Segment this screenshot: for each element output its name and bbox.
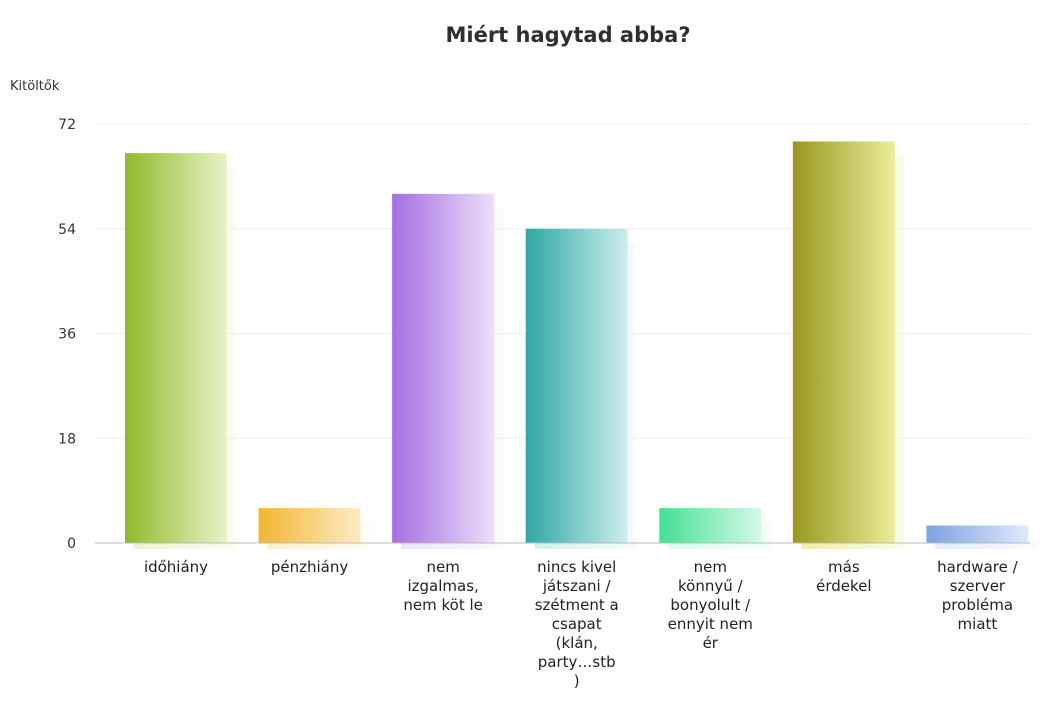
x-category-label-line: ): [574, 672, 580, 690]
x-category-label: nem könnyű / bonyolult / ennyit nem ér: [668, 558, 753, 652]
x-category-label-line: miatt: [958, 615, 998, 633]
x-category-label-line: pénzhiány: [271, 558, 349, 576]
bars: [125, 141, 1038, 550]
x-category-label-line: izgalmas,: [407, 577, 478, 595]
y-axis-ticks: 0 18 36 54 72: [58, 117, 76, 552]
x-axis-labels: időhiány pénzhiány nem izgalmas, nem köt len…: [144, 558, 1019, 690]
x-category-label-line: érdekel: [816, 577, 871, 595]
y-tick-label: 36: [58, 327, 76, 343]
y-tick-label: 54: [58, 222, 76, 238]
bar-4[interactable]: [525, 228, 628, 543]
x-category-label-line: nincs kivel: [537, 558, 616, 576]
bar-5[interactable]: [659, 508, 762, 543]
x-category-label: pénzhiány: [271, 558, 349, 576]
x-category-label-line: szétment a: [535, 596, 619, 614]
x-category-label: időhiány: [144, 558, 208, 576]
y-tick-label: 72: [58, 117, 76, 133]
x-category-label-line: játszani /: [542, 577, 612, 595]
x-category-label-line: nem: [694, 558, 727, 576]
x-category-label-line: szerver: [950, 577, 1006, 595]
bar-3[interactable]: [392, 193, 495, 544]
bar-2[interactable]: [258, 508, 361, 543]
x-category-label-line: nem: [426, 558, 459, 576]
x-category-label-line: más: [828, 558, 860, 576]
x-category-label-line: ennyit nem: [668, 615, 753, 633]
x-category-label: nem izgalmas, nem köt le: [403, 558, 483, 614]
chart-title: Miért hagytad abba?: [445, 23, 690, 47]
bar-6[interactable]: [792, 141, 895, 544]
x-category-label: más érdekel: [816, 558, 871, 595]
x-category-label-line: probléma: [942, 596, 1013, 614]
y-axis-label: Kitöltők: [10, 79, 60, 94]
y-tick-label: 18: [58, 431, 76, 447]
x-category-label-line: ér: [703, 634, 719, 652]
x-category-label-line: csapat: [552, 615, 602, 633]
x-category-label-line: időhiány: [144, 558, 208, 576]
x-category-label-line: (klán,: [556, 634, 598, 652]
x-category-label-line: bonyolult /: [670, 596, 751, 614]
x-category-label-line: party…stb: [538, 653, 616, 671]
x-category-label-line: hardware /: [937, 558, 1018, 576]
x-category-label-line: nem köt le: [403, 596, 483, 614]
x-category-label-line: könnyű /: [678, 577, 743, 595]
x-category-label: nincs kivel játszani / szétment a csapat (kl…: [535, 558, 619, 690]
x-category-label: hardware / szerver probléma miatt: [937, 558, 1018, 633]
bar-shadow: [935, 539, 1038, 549]
y-tick-label: 0: [67, 536, 76, 552]
bar-7[interactable]: [926, 525, 1029, 543]
bar-1[interactable]: [125, 153, 227, 543]
